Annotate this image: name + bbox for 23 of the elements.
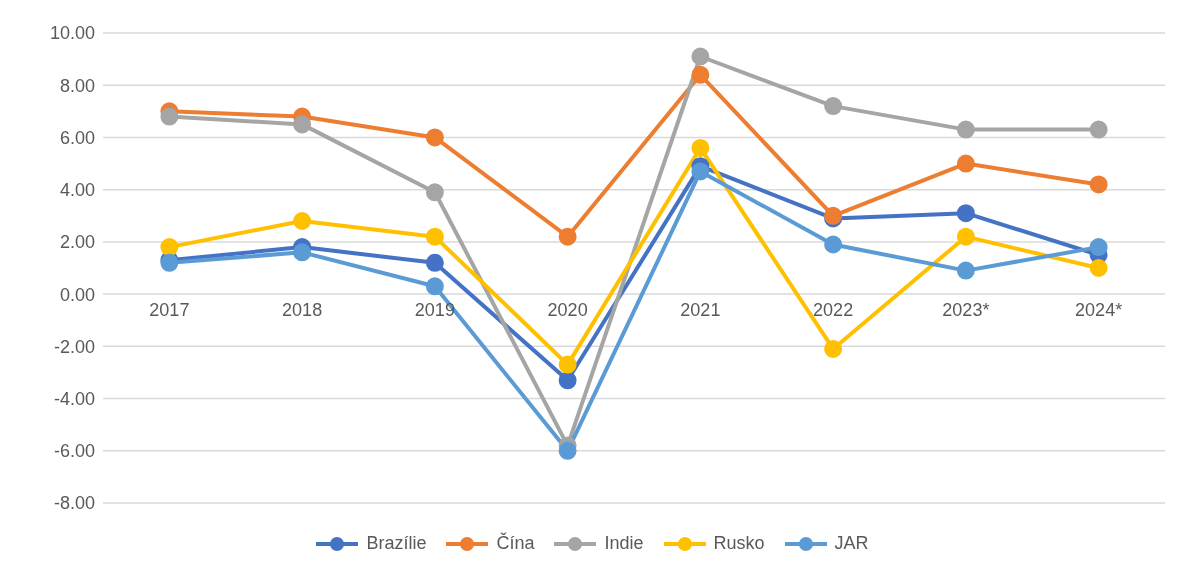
y-tick-label: 8.00 [59,75,95,96]
x-tick-label: 2024* [1075,300,1123,321]
y-tick-label: -6.00 [53,441,95,462]
y-tick-label: 2.00 [59,232,95,253]
x-tick-label: 2021 [680,300,721,321]
x-tick-label: 2019 [414,300,455,321]
legend-label: Indie [604,533,644,554]
y-tick-label: -2.00 [53,336,95,357]
y-tick-label: 10.00 [49,23,95,44]
x-tick-label: 2018 [282,300,323,321]
y-tick-label: -8.00 [53,493,95,514]
x-tick-label: 2020 [547,300,588,321]
x-tick-label: 2022 [813,300,854,321]
x-tick-label: 2017 [149,300,190,321]
legend-label: Brazílie [366,533,427,554]
y-tick-label: 4.00 [59,180,95,201]
legend-label: Čína [496,533,535,554]
y-tick-label: 0.00 [59,284,95,305]
y-tick-label: -4.00 [53,388,95,409]
legend-label: JAR [834,533,869,554]
y-tick-label: 6.00 [59,127,95,148]
legend-label: Rusko [713,533,765,554]
x-tick-label: 2023* [942,300,990,321]
